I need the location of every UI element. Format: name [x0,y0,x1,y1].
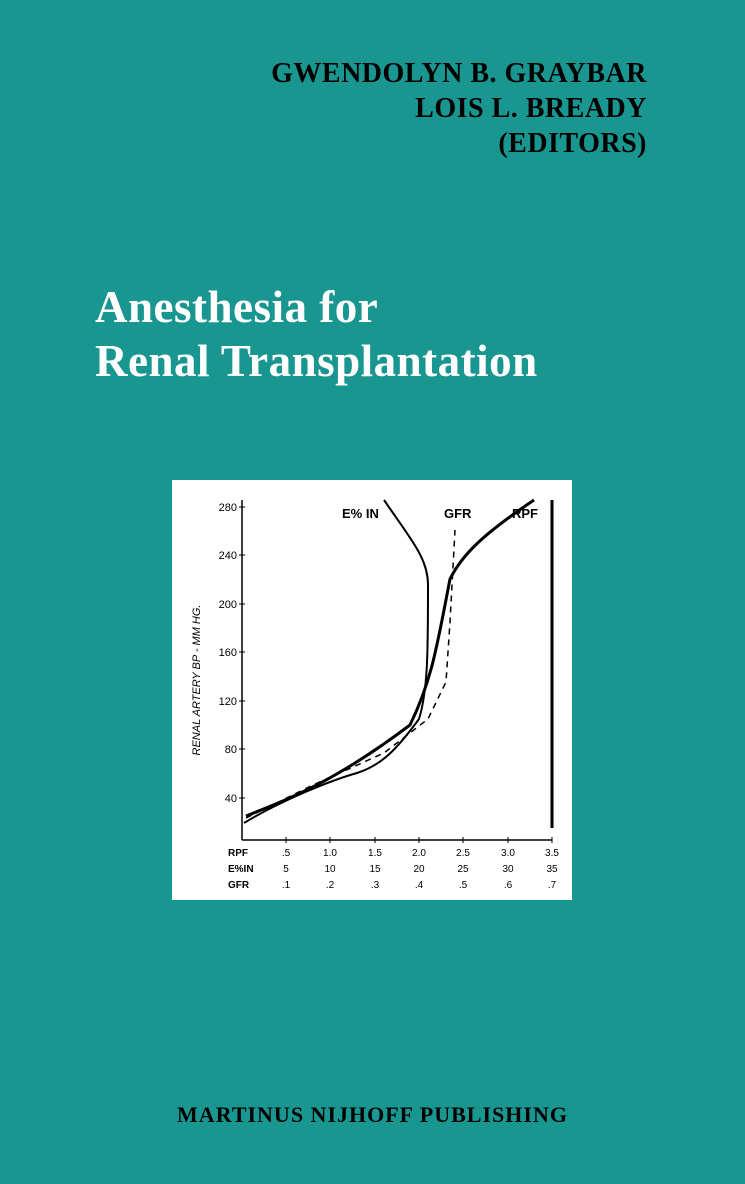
series-label-ein: E% IN [342,506,379,521]
editor-line-2: LOIS L. BREADY [271,91,647,126]
ytick-200: 200 [219,599,237,611]
svg-text:.5: .5 [282,848,291,859]
ytick-120: 120 [219,696,237,708]
svg-text:20: 20 [413,864,425,875]
svg-text:2.0: 2.0 [412,848,426,859]
title-line-1: Anesthesia for [95,280,538,334]
publisher-name: MARTINUS NIJHOFF PUBLISHING [0,1102,745,1128]
curve-rpf [246,500,534,816]
svg-text:.4: .4 [415,880,424,891]
ytick-240: 240 [219,550,237,562]
svg-text:15: 15 [369,864,381,875]
series-label-rpf: RPF [512,506,538,521]
svg-text:.3: .3 [371,880,380,891]
svg-text:1.0: 1.0 [323,848,337,859]
ytick-160: 160 [219,647,237,659]
svg-text:25: 25 [457,864,469,875]
svg-text:.7: .7 [548,880,557,891]
editor-line-1: GWENDOLYN B. GRAYBAR [271,56,647,91]
svg-text:.6: .6 [504,880,513,891]
xrow-ein-label: E%IN [228,864,254,875]
xrow-gfr-label: GFR [228,880,250,891]
svg-text:3.5: 3.5 [545,848,559,859]
svg-text:5: 5 [283,864,289,875]
book-title: Anesthesia for Renal Transplantation [95,280,538,388]
svg-text:35: 35 [546,864,558,875]
svg-text:.1: .1 [282,880,291,891]
svg-text:1.5: 1.5 [368,848,382,859]
y-axis-label: RENAL ARTERY BP - MM HG. [191,605,203,756]
svg-text:3.0: 3.0 [501,848,515,859]
ytick-280: 280 [219,502,237,514]
xrow-rpf-label: RPF [228,848,248,859]
svg-text:10: 10 [324,864,336,875]
book-cover: GWENDOLYN B. GRAYBAR LOIS L. BREADY (EDI… [0,0,745,1184]
svg-text:2.5: 2.5 [456,848,470,859]
chart-svg: 40 80 120 160 200 240 280 RENAL ARTERY B… [172,480,572,900]
title-line-2: Renal Transplantation [95,334,538,388]
series-label-gfr: GFR [444,506,472,521]
renal-chart: 40 80 120 160 200 240 280 RENAL ARTERY B… [172,480,572,900]
svg-text:30: 30 [502,864,514,875]
svg-text:.2: .2 [326,880,335,891]
ytick-40: 40 [225,793,237,805]
editor-line-3: (EDITORS) [271,126,647,161]
ytick-80: 80 [225,744,237,756]
svg-text:.5: .5 [459,880,468,891]
editors-block: GWENDOLYN B. GRAYBAR LOIS L. BREADY (EDI… [271,56,647,161]
